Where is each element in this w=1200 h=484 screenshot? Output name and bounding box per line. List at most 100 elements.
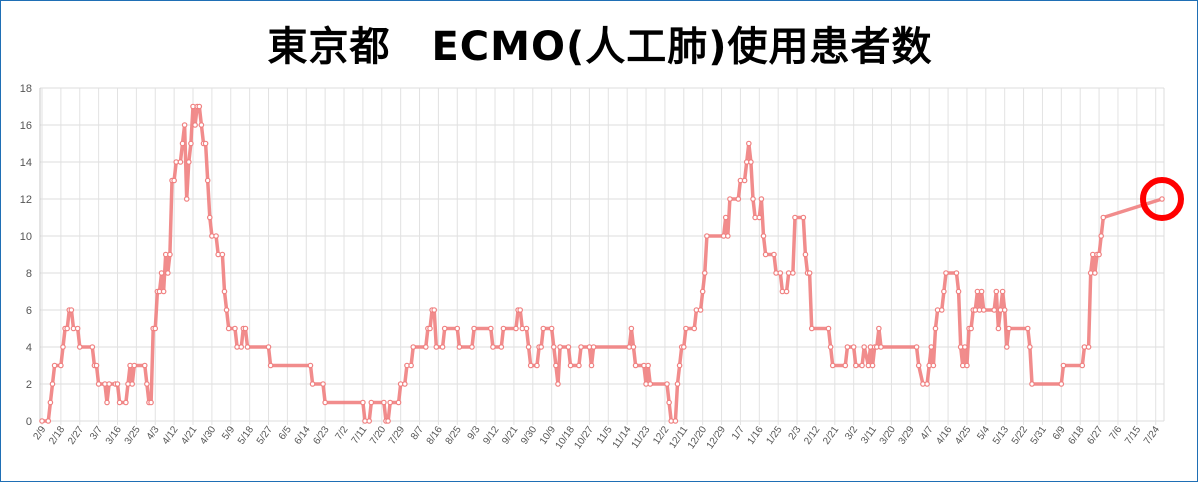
data-point	[49, 381, 56, 387]
x-tick-label: 4/25	[953, 424, 973, 447]
data-point	[915, 362, 922, 369]
x-tick-label: 12/20	[686, 424, 710, 451]
data-point	[590, 344, 597, 350]
highlight-layer	[1140, 177, 1184, 221]
data-point	[60, 344, 66, 350]
data-point	[932, 325, 939, 332]
data-point	[790, 270, 796, 276]
data-point	[852, 362, 859, 369]
x-tick-label: 3/25	[123, 424, 143, 447]
y-tick-label: 2	[26, 379, 32, 391]
data-point	[980, 307, 987, 313]
data-point	[431, 307, 438, 313]
x-tick-label: 7/15	[1123, 424, 1143, 447]
data-point	[999, 288, 1006, 295]
x-tick-label: 3/11	[859, 424, 879, 446]
data-point	[869, 362, 876, 369]
data-point	[555, 381, 561, 387]
x-tick-label: 3/29	[897, 424, 917, 447]
data-point	[540, 325, 547, 332]
data-point	[221, 288, 228, 295]
data-point	[198, 122, 205, 128]
data-point	[129, 381, 135, 387]
x-tick-label: 2/27	[66, 424, 86, 447]
data-point	[760, 233, 767, 239]
data-point	[978, 288, 985, 295]
x-tick-label: 5/31	[1029, 424, 1049, 447]
data-point	[51, 362, 58, 369]
data-point	[469, 344, 475, 350]
data-point	[439, 344, 446, 350]
data-point	[676, 362, 683, 369]
x-tick-label: 4/16	[934, 424, 954, 447]
data-point	[488, 325, 494, 332]
x-tick-label: 5/22	[1010, 424, 1030, 447]
x-tick-label: 4/7	[919, 424, 936, 442]
x-tick-label: 6/23	[311, 424, 331, 447]
data-point	[192, 122, 198, 128]
data-point	[309, 381, 316, 387]
data-point	[645, 362, 651, 369]
data-point	[368, 399, 375, 406]
x-tick-label: 2/21	[821, 424, 841, 447]
x-tick-label: 1/25	[764, 424, 784, 447]
data-point	[114, 381, 121, 387]
data-point	[548, 325, 555, 332]
data-point	[806, 270, 813, 276]
data-point	[123, 399, 129, 406]
data-point	[144, 381, 150, 387]
data-point	[525, 344, 532, 350]
data-point	[630, 344, 637, 350]
data-point	[95, 381, 102, 387]
data-point	[527, 362, 534, 369]
data-point	[578, 344, 584, 350]
data-point	[1006, 325, 1012, 332]
data-point	[320, 381, 326, 387]
data-point	[746, 140, 752, 147]
data-point	[1027, 344, 1033, 350]
data-point	[876, 325, 882, 332]
data-point	[232, 325, 238, 332]
data-point	[861, 344, 867, 350]
data-point	[265, 344, 272, 350]
data-point	[1060, 362, 1067, 369]
data-point	[183, 196, 190, 202]
data-point	[704, 233, 710, 239]
data-point	[938, 307, 945, 313]
data-point	[471, 325, 477, 332]
data-point	[93, 362, 100, 369]
data-point	[777, 270, 784, 276]
data-point	[565, 344, 572, 350]
chart-grid	[39, 87, 1165, 425]
data-point	[165, 270, 171, 276]
x-tick-label: 7/29	[387, 424, 407, 447]
y-tick-label: 8	[26, 268, 32, 280]
data-point	[387, 399, 393, 406]
data-point	[741, 177, 748, 184]
data-point	[223, 307, 230, 313]
data-point	[1100, 214, 1107, 221]
data-point	[89, 344, 96, 350]
data-point	[756, 214, 763, 221]
data-point	[116, 399, 123, 406]
data-point	[1003, 344, 1010, 350]
data-point	[993, 288, 1000, 295]
data-point	[701, 270, 708, 276]
data-point	[567, 362, 574, 369]
data-point	[771, 251, 777, 258]
x-tick-label: 5/13	[991, 424, 1011, 447]
x-tick-label: 5/18	[236, 424, 256, 447]
data-point	[196, 103, 203, 110]
data-point	[538, 344, 544, 350]
data-point	[628, 325, 635, 332]
data-point	[74, 325, 81, 332]
x-tick-label: 11/23	[630, 424, 653, 451]
data-point	[553, 362, 559, 369]
data-point	[322, 399, 328, 406]
x-tick-label: 5/4	[975, 424, 992, 442]
data-point	[962, 344, 968, 350]
x-tick-label: 4/21	[179, 424, 199, 447]
data-point	[433, 344, 440, 350]
data-point	[427, 325, 433, 332]
data-point	[188, 140, 194, 147]
